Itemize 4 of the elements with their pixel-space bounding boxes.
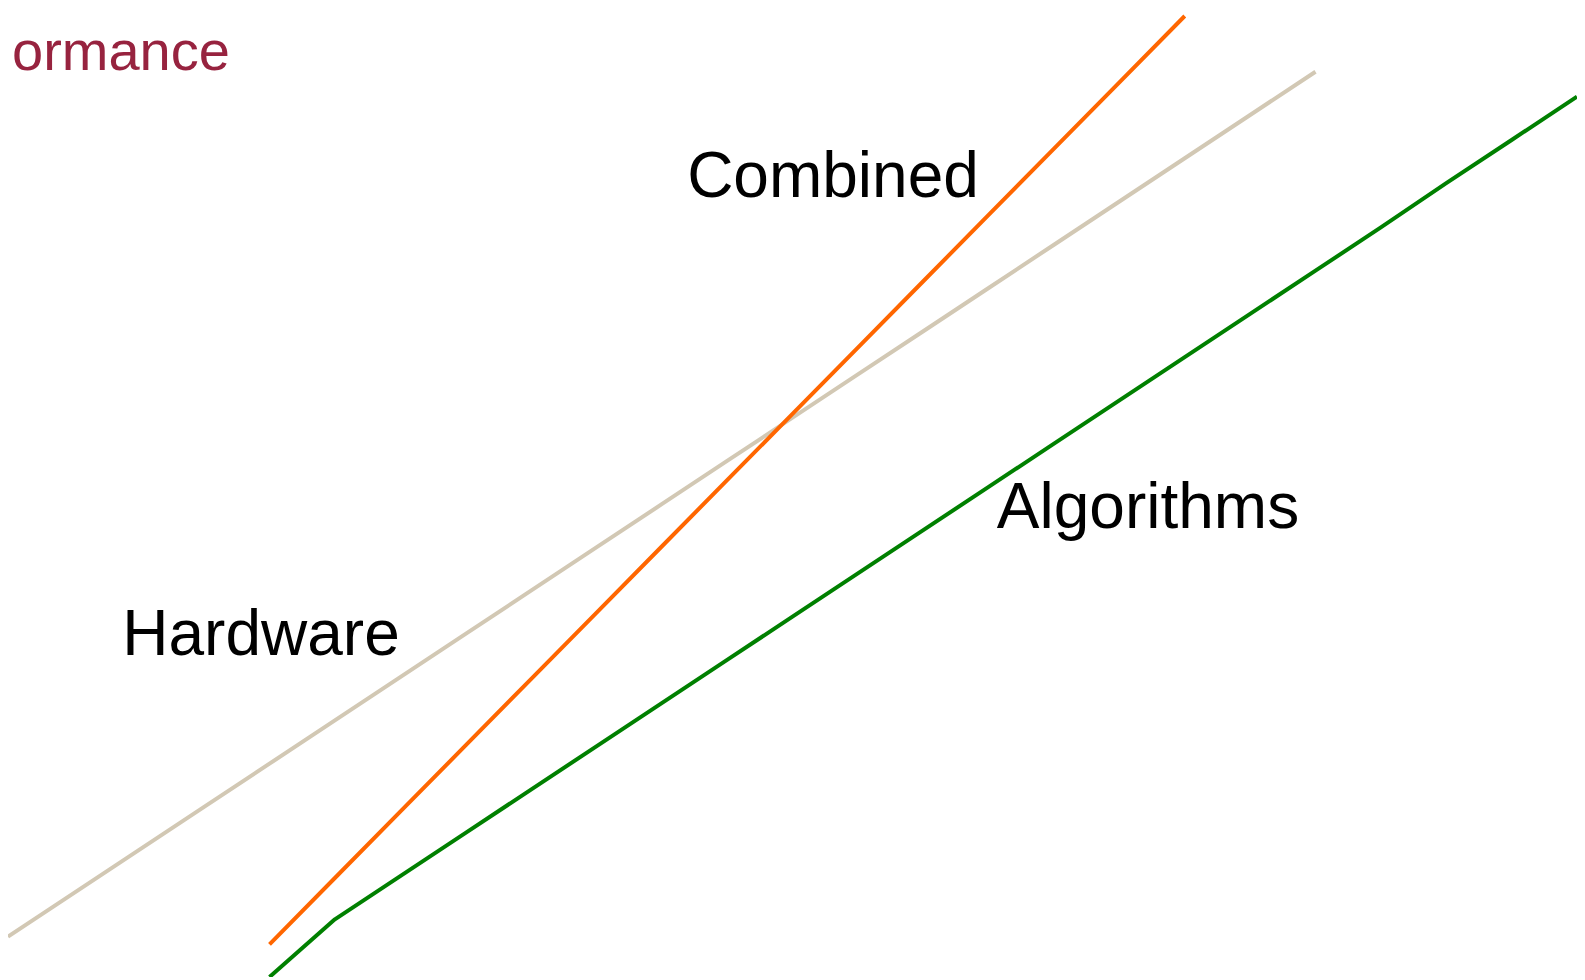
series-label: Algorithms <box>996 469 1300 542</box>
series-label: Hardware <box>122 596 400 669</box>
series-label: Combined <box>687 138 979 211</box>
y-axis-title: ormance <box>12 19 230 82</box>
